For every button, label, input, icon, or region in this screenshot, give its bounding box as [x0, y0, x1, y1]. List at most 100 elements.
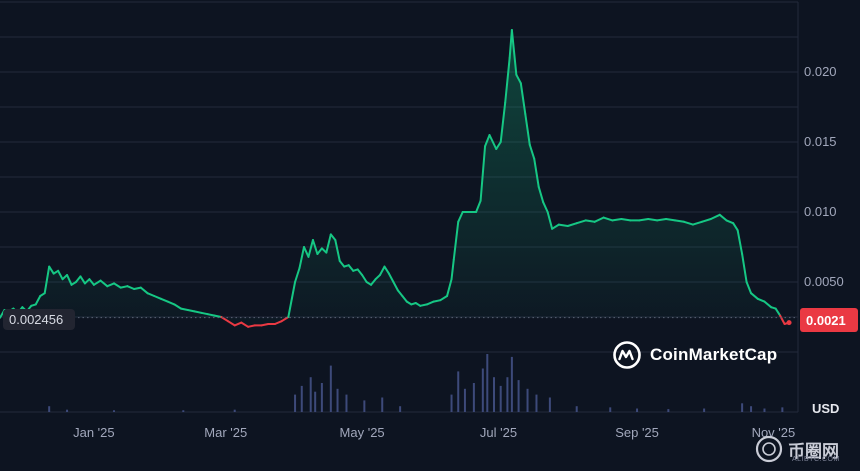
price-segment-up: [665, 218, 677, 222]
price-segment-up: [200, 311, 209, 316]
x-tick-label: Jul '25: [480, 425, 517, 440]
price-segment-down: [280, 316, 290, 323]
price-segment-down: [227, 320, 236, 327]
price-segment-up: [361, 274, 368, 283]
price-segment-up: [307, 239, 314, 258]
volume-bar: [336, 388, 339, 412]
price-segment-up: [106, 282, 115, 288]
price-area-fill: [0, 30, 790, 327]
price-segment-up: [774, 307, 782, 317]
price-segment-up: [524, 113, 531, 146]
volume-bar: [636, 408, 639, 412]
price-segment-up: [452, 220, 460, 261]
volume-bar: [329, 365, 332, 412]
watermark-text: CoinMarketCap: [650, 345, 778, 364]
price-segment-up: [718, 213, 728, 222]
volume-bar: [493, 377, 495, 412]
price-segment-up: [88, 278, 95, 286]
volume-bar: [506, 377, 509, 412]
corner-site-logo: 币圈网: [754, 434, 839, 464]
volume-bar: [609, 407, 612, 412]
price-segment-down: [260, 323, 270, 327]
price-segment-up: [303, 246, 310, 258]
price-segment-up: [329, 233, 337, 241]
price-segment-up: [488, 134, 498, 150]
price-segment-up: [392, 281, 399, 292]
price-segment-up: [347, 264, 355, 272]
volume-bar: [450, 394, 453, 412]
price-segment-up: [593, 216, 605, 223]
volume-bar: [314, 391, 317, 412]
price-segment-up: [379, 265, 386, 276]
y-tick-label: 0.010: [804, 204, 837, 219]
y-axis-ticks: 0.0050 0.010 0.015 0.020: [804, 64, 844, 289]
x-tick-label: Jan '25: [73, 425, 115, 440]
price-segment-up: [419, 303, 428, 307]
price-segment-up: [542, 201, 549, 213]
price-segment-up: [450, 258, 455, 281]
price-segment-up: [515, 73, 522, 85]
corner-site-name: 币圈网: [788, 441, 839, 461]
price-segment-down: [779, 314, 786, 325]
corner-site-domain: ALIBTC.COM: [792, 456, 840, 463]
volume-bar: [457, 371, 460, 412]
price-segment-up: [647, 218, 659, 222]
volume-bars: [48, 354, 784, 412]
current-price-label: 0.0021: [806, 313, 846, 328]
current-price-badge: 0.0021: [800, 308, 858, 332]
price-segment-up: [213, 314, 223, 318]
volume-bar: [499, 385, 502, 412]
price-segment-up: [763, 300, 773, 309]
price-segment-up: [287, 281, 297, 318]
price-segment-up: [34, 295, 42, 306]
price-segment-up: [186, 309, 196, 313]
price-segment-up: [510, 29, 518, 76]
volume-bar: [750, 406, 753, 412]
current-price-point: [786, 320, 792, 326]
price-segment-up: [484, 134, 491, 148]
x-tick-label: Nov '25: [752, 425, 796, 440]
price-segment-up: [206, 313, 216, 317]
volume-bar: [548, 397, 551, 412]
volume-bar: [66, 409, 69, 412]
price-segment-up: [732, 222, 739, 232]
price-segment-up: [139, 286, 149, 295]
y-tick-label: 0.015: [804, 134, 837, 149]
volume-bar: [463, 388, 466, 412]
price-segment-up: [383, 265, 390, 275]
price-segment-up: [153, 295, 162, 300]
price-segment-up: [602, 216, 614, 222]
price-segment-up: [504, 57, 511, 104]
price-segment-up: [683, 220, 694, 226]
price-segment-up: [48, 265, 55, 275]
price-segment-up: [479, 145, 487, 202]
price-segment-down: [273, 320, 283, 325]
x-axis-ticks: Jan '25 Mar '25 May '25 Jul '25 Sep '25 Nov '…: [73, 425, 795, 440]
price-segment-up: [311, 239, 319, 255]
price-segment-up: [99, 279, 109, 288]
volume-bar: [510, 356, 513, 412]
price-segment-up: [457, 211, 464, 223]
price-segment-up: [584, 219, 596, 223]
price-segment-up: [620, 218, 632, 222]
volume-bar: [399, 406, 402, 412]
volume-bar: [763, 408, 766, 412]
price-segment-up: [316, 247, 323, 255]
price-segment-up: [674, 219, 685, 223]
price-segment-up: [499, 101, 507, 143]
price-segment-up: [79, 275, 86, 285]
price-segment-up: [374, 274, 381, 281]
x-tick-label: May '25: [340, 425, 385, 440]
grid-lines: [0, 1, 799, 413]
volume-bar: [575, 406, 578, 412]
price-segment-up: [126, 285, 136, 290]
price-segment-up: [656, 218, 668, 222]
price-segment-up: [338, 260, 346, 268]
price-line[interactable]: [0, 29, 792, 328]
volume-bar: [300, 385, 303, 412]
price-segment-up: [475, 199, 482, 213]
coinmarketcap-logo-icon: [613, 341, 641, 369]
price-segment-up: [745, 281, 753, 295]
price-segment-up: [180, 307, 189, 311]
